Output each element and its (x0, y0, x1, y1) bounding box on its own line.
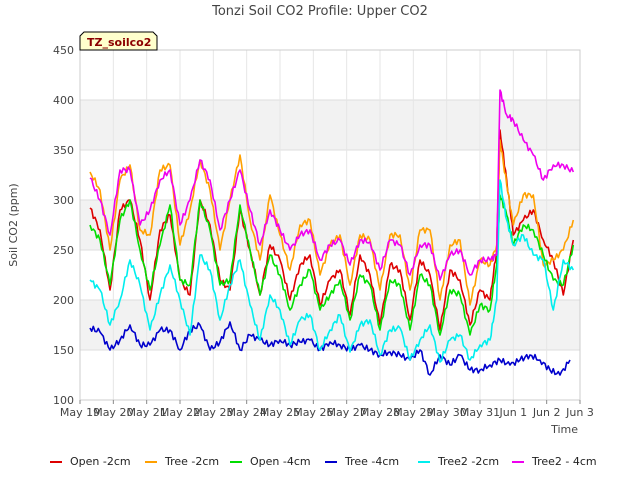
x-tick-label: Jun 3 (565, 406, 594, 419)
x-tick-label: May 26 (293, 406, 333, 419)
x-tick-label: Jun 2 (532, 406, 561, 419)
x-tick-label: May 29 (393, 406, 433, 419)
x-tick-label: May 22 (160, 406, 200, 419)
x-tick-label: May 25 (260, 406, 300, 419)
y-tick-label: 350 (53, 144, 74, 157)
x-tick-label: May 19 (60, 406, 100, 419)
legend-label: Tree -2cm (164, 455, 219, 468)
x-tick-label: May 24 (227, 406, 267, 419)
y-axis-label: Soil CO2 (ppm) (7, 183, 20, 266)
chart-title: Tonzi Soil CO2 Profile: Upper CO2 (211, 4, 428, 19)
series-line-3 (89, 321, 571, 376)
y-tick-label: 250 (53, 244, 74, 257)
series-layer (89, 89, 575, 376)
x-tick-label: May 21 (127, 406, 167, 419)
y-tick-label: 400 (53, 94, 74, 107)
y-tick-label: 450 (53, 44, 74, 57)
grid-band (80, 100, 580, 150)
y-axis-ticks: 100 150 200 250 300 350 400 450 (53, 44, 74, 407)
x-tick-label: May 27 (327, 406, 367, 419)
y-tick-label: 200 (53, 294, 74, 307)
x-tick-label: May 20 (93, 406, 133, 419)
x-tick-label: Jun 1 (498, 406, 527, 419)
legend: Open -2cm Tree -2cm Open -4cm Tree -4cm Tree… (50, 455, 597, 468)
x-tick-label: May 28 (360, 406, 400, 419)
dataset-badge: TZ_soilco2 (79, 31, 158, 51)
x-tick-label: May 31 (460, 406, 500, 419)
legend-label: Open -2cm (70, 455, 131, 468)
legend-label: Tree2 - 4cm (531, 455, 597, 468)
x-tick-label: May 23 (193, 406, 233, 419)
plot-area-border (79, 49, 581, 401)
dataset-badge-text: TZ_soilco2 (87, 36, 151, 49)
legend-label: Tree -4cm (344, 455, 399, 468)
x-axis-label: Time (550, 423, 578, 436)
legend-label: Tree2 -2cm (437, 455, 499, 468)
y-tick-label: 300 (53, 194, 74, 207)
y-tick-label: 100 (53, 394, 74, 407)
series-line-4 (89, 179, 575, 363)
x-tick-label: May 30 (427, 406, 467, 419)
y-tick-label: 150 (53, 344, 74, 357)
legend-label: Open -4cm (250, 455, 311, 468)
series-line-5 (89, 89, 575, 281)
